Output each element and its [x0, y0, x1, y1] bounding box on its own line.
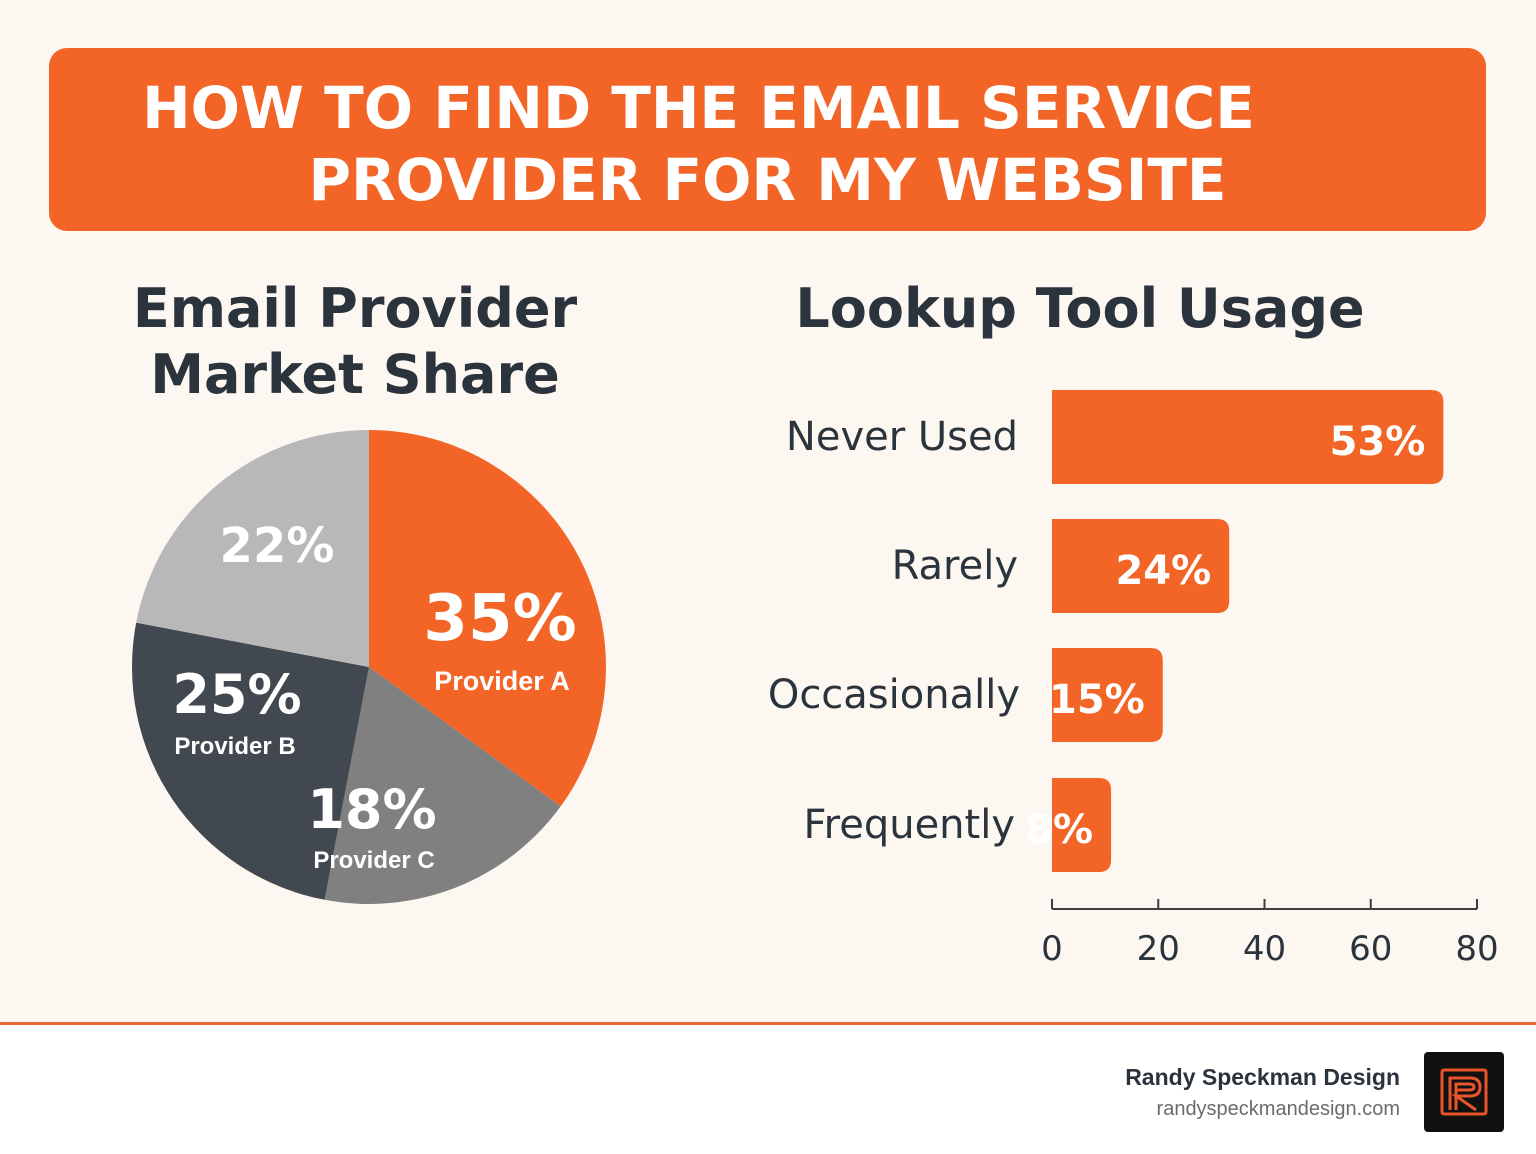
- x-tick-label: 20: [1137, 929, 1180, 969]
- bar-value-label: 8%: [1025, 807, 1093, 853]
- bar-value-label: 24%: [1115, 548, 1211, 594]
- bar-value-label: 15%: [1049, 677, 1145, 723]
- bar: [1052, 390, 1444, 484]
- bar: [1052, 648, 1163, 742]
- banner-title-line-2: PROVIDER FOR MY WEBSITE: [308, 146, 1227, 214]
- pie-title-line-1: Email Provider: [132, 277, 578, 340]
- pie-title-line-2: Market Share: [150, 343, 560, 406]
- bar-category-label: Rarely: [892, 543, 1018, 589]
- bar-category-label: Occasionally: [768, 672, 1020, 718]
- bar-chart-title: Lookup Tool Usage: [795, 277, 1365, 340]
- pie-slice-label: Provider B: [174, 733, 295, 760]
- pie-slice-label: Provider C: [313, 847, 434, 874]
- x-tick-label: 60: [1349, 929, 1392, 969]
- pie-value-label: 35%: [423, 582, 576, 656]
- brand-name: Randy Speckman Design: [1125, 1064, 1400, 1090]
- bar-category-label: Frequently: [804, 802, 1015, 848]
- bar: [1052, 519, 1230, 613]
- x-tick-label: 80: [1455, 929, 1498, 969]
- pie-slice: [324, 667, 561, 904]
- bar-category-label: Never Used: [786, 414, 1018, 460]
- pie-slice: [132, 622, 369, 900]
- pie-value-label: 22%: [220, 518, 335, 574]
- pie-chart-title: Email Provider Market Share: [90, 276, 620, 408]
- brand-url: randyspeckmandesign.com: [1156, 1098, 1400, 1120]
- pie-slice-label: Provider A: [434, 666, 570, 696]
- pie-slice: [136, 430, 369, 667]
- pie-slice: [369, 430, 606, 807]
- pie-value-label: 25%: [172, 663, 301, 726]
- x-tick-label: 40: [1243, 929, 1286, 969]
- bar-value-label: 53%: [1330, 419, 1426, 465]
- title-banner: HOW TO FIND THE EMAIL SERVICE PROVIDER F…: [49, 48, 1486, 231]
- bar: [1052, 778, 1112, 872]
- footer: [0, 1025, 1536, 1154]
- pie-value-label: 18%: [307, 778, 436, 841]
- banner-title-line-1: HOW TO FIND THE EMAIL SERVICE: [142, 74, 1255, 142]
- x-tick-label: 0: [1041, 929, 1063, 969]
- footer-divider: [0, 1022, 1536, 1025]
- r-monogram-icon: [1424, 1052, 1504, 1132]
- market-share-pie-chart: 35% Provider A 18% Provider C 25% Provider B 2…: [132, 430, 606, 904]
- lookup-tool-bar-chart: Never Used 53% Rarely 24% Occasionally 15% Fre…: [768, 390, 1499, 969]
